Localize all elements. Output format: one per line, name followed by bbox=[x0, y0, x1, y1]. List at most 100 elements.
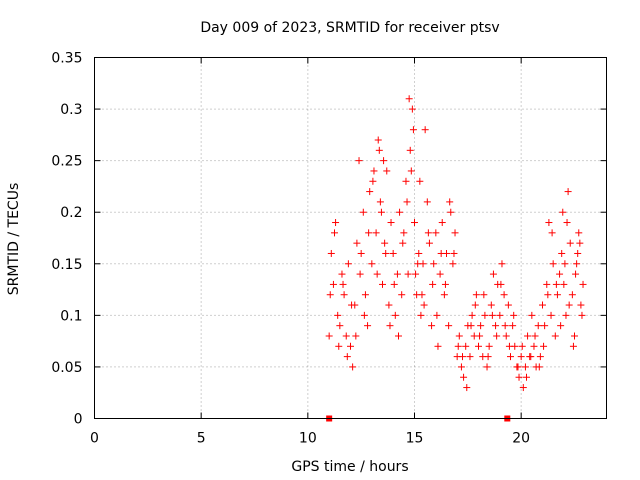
data-point bbox=[480, 291, 488, 299]
y-tick-label: 0.15 bbox=[51, 257, 82, 273]
data-point bbox=[463, 384, 471, 392]
data-point bbox=[519, 384, 527, 392]
data-point bbox=[468, 311, 476, 319]
data-point bbox=[414, 260, 422, 268]
data-point bbox=[547, 311, 555, 319]
data-point bbox=[574, 249, 582, 257]
data-point bbox=[393, 270, 401, 278]
data-point bbox=[379, 280, 386, 288]
x-tick-label: 0 bbox=[90, 431, 99, 447]
data-point bbox=[576, 239, 584, 247]
data-point bbox=[544, 291, 552, 299]
x-tick-label: 15 bbox=[406, 431, 424, 447]
data-point bbox=[412, 270, 420, 278]
data-point bbox=[340, 291, 348, 299]
data-point bbox=[353, 239, 361, 247]
data-point bbox=[559, 208, 567, 216]
data-point bbox=[505, 342, 513, 350]
data-point bbox=[370, 167, 378, 175]
data-point bbox=[327, 249, 335, 257]
data-point bbox=[421, 126, 429, 134]
data-point bbox=[457, 363, 465, 371]
data-point bbox=[434, 342, 442, 350]
data-point bbox=[441, 280, 449, 288]
data-point bbox=[402, 177, 410, 185]
data-point bbox=[403, 198, 411, 206]
data-point bbox=[438, 219, 446, 227]
data-point bbox=[558, 249, 566, 257]
data-point bbox=[551, 332, 559, 340]
data-point bbox=[406, 146, 414, 154]
data-point bbox=[417, 311, 425, 319]
y-tick-label: 0.3 bbox=[60, 102, 82, 118]
data-point bbox=[415, 249, 423, 257]
data-point bbox=[335, 342, 343, 350]
data-point bbox=[326, 291, 334, 299]
data-point bbox=[498, 260, 506, 268]
data-point bbox=[545, 219, 553, 227]
data-point bbox=[336, 322, 344, 330]
data-point bbox=[447, 208, 455, 216]
data-point bbox=[342, 332, 350, 340]
data-point bbox=[489, 270, 497, 278]
data-point bbox=[459, 353, 466, 361]
data-point bbox=[509, 322, 517, 330]
data-point bbox=[361, 291, 369, 299]
data-point bbox=[331, 229, 338, 237]
data-point bbox=[409, 126, 417, 134]
data-point bbox=[436, 270, 444, 278]
data-point bbox=[332, 219, 340, 227]
data-point bbox=[451, 229, 459, 237]
data-point bbox=[391, 311, 399, 319]
data-point bbox=[446, 198, 454, 206]
y-tick-label: 0.25 bbox=[51, 154, 82, 170]
y-tick-labels: 0 0.05 0.1 0.15 0.2 0.25 0.3 0.35 bbox=[51, 51, 82, 428]
data-point bbox=[440, 291, 448, 299]
data-point bbox=[481, 311, 489, 319]
data-point bbox=[339, 280, 347, 288]
data-point bbox=[450, 249, 458, 257]
data-point bbox=[364, 322, 372, 330]
data-point bbox=[386, 322, 394, 330]
data-point bbox=[577, 301, 585, 309]
data-point bbox=[515, 373, 523, 381]
x-tick-label: 5 bbox=[197, 431, 206, 447]
data-point bbox=[492, 322, 500, 330]
data-point bbox=[357, 249, 365, 257]
data-point bbox=[523, 373, 530, 381]
data-point bbox=[408, 105, 416, 113]
data-point bbox=[466, 353, 474, 361]
data-point bbox=[445, 322, 453, 330]
data-point bbox=[539, 301, 546, 309]
data-point bbox=[383, 167, 391, 175]
data-point bbox=[531, 332, 539, 340]
data-point bbox=[534, 322, 542, 330]
data-point bbox=[400, 229, 408, 237]
data-point bbox=[543, 280, 551, 288]
data-point bbox=[359, 208, 367, 216]
data-point bbox=[472, 291, 480, 299]
data-point bbox=[530, 342, 538, 350]
data-point bbox=[437, 249, 445, 257]
data-point bbox=[510, 311, 518, 319]
x-tick-labels: 0 5 10 15 20 bbox=[90, 431, 530, 447]
data-point bbox=[430, 260, 438, 268]
data-point bbox=[454, 342, 462, 350]
data-point bbox=[429, 280, 437, 288]
data-point bbox=[377, 208, 385, 216]
x-axis-label: GPS time / hours bbox=[291, 459, 408, 475]
data-point bbox=[418, 291, 426, 299]
data-point bbox=[411, 219, 418, 227]
data-point bbox=[483, 363, 491, 371]
data-point bbox=[500, 291, 508, 299]
data-point bbox=[557, 322, 565, 330]
data-point bbox=[561, 260, 569, 268]
data-point bbox=[407, 167, 415, 175]
x-tick-label: 20 bbox=[512, 431, 530, 447]
data-point bbox=[449, 260, 457, 268]
data-point bbox=[467, 322, 475, 330]
data-point bbox=[343, 353, 351, 361]
data-point bbox=[432, 229, 440, 237]
data-point bbox=[564, 188, 572, 196]
